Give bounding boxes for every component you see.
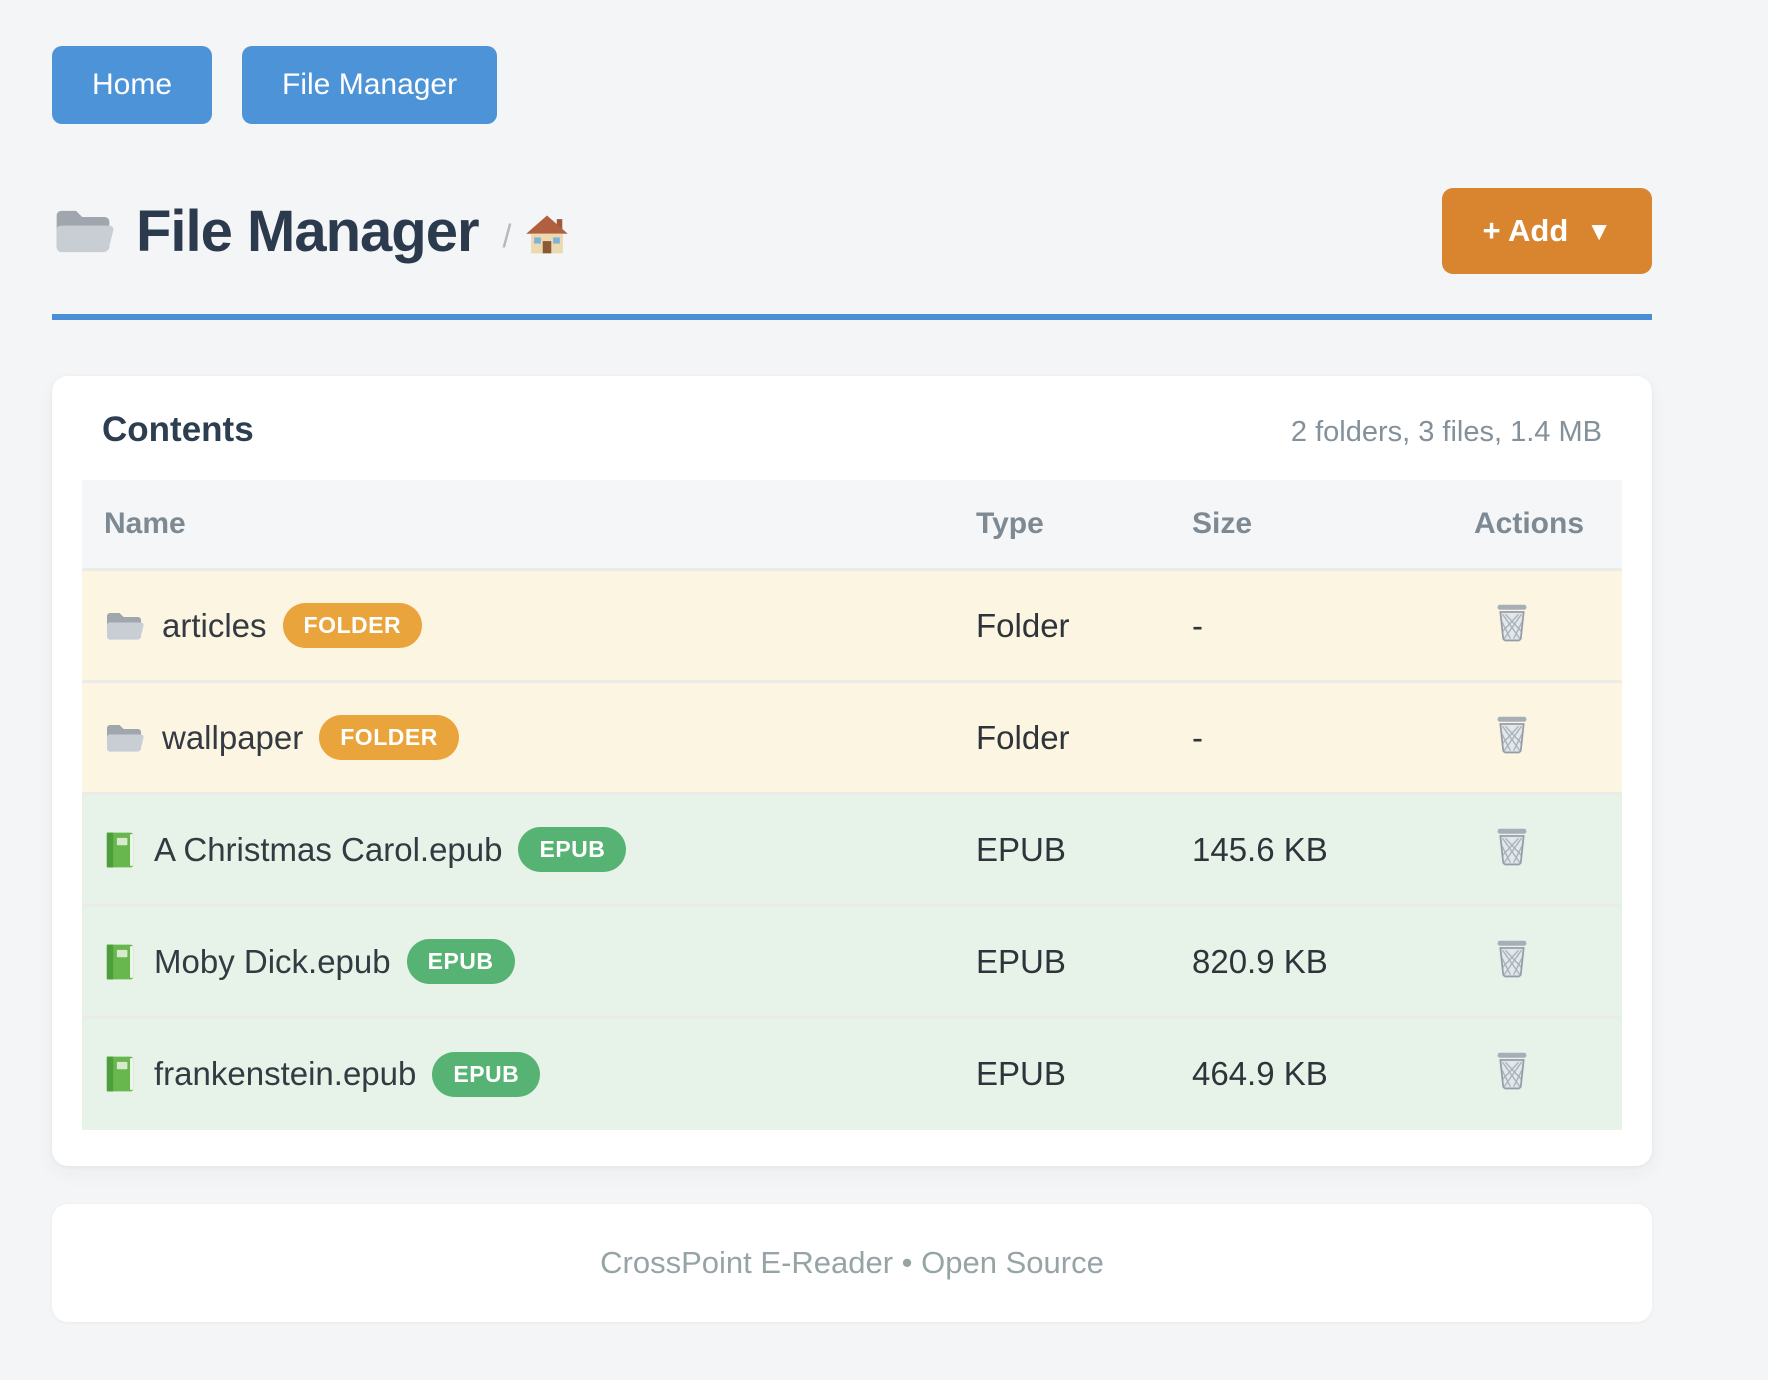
name-cell[interactable]: frankenstein.epub EPUB: [82, 1018, 954, 1130]
green-book-icon: [104, 831, 136, 869]
chevron-down-icon: ▼: [1586, 215, 1612, 246]
trash-icon[interactable]: [1494, 938, 1530, 978]
table-row: A Christmas Carol.epub EPUB EPUB 145.6 K…: [82, 793, 1622, 906]
type-cell: EPUB: [976, 830, 1066, 868]
table-row: articles FOLDER Folder -: [82, 569, 1622, 682]
breadcrumb-separator: /: [502, 217, 512, 254]
folder-badge: FOLDER: [319, 715, 459, 760]
type-cell: EPUB: [976, 1055, 1066, 1093]
nav-home-button[interactable]: Home: [52, 46, 213, 124]
table-row: Moby Dick.epub EPUB EPUB 820.9 KB: [82, 905, 1622, 1018]
column-header-name: Name: [104, 507, 186, 540]
actions-cell: [1452, 906, 1622, 1018]
name-cell[interactable]: Moby Dick.epub EPUB: [82, 906, 954, 1018]
actions-cell: [1452, 1018, 1622, 1130]
epub-badge: EPUB: [432, 1051, 541, 1097]
file-name: frankenstein.epub: [154, 1055, 417, 1093]
epub-badge: EPUB: [406, 939, 515, 984]
table-header-row: Name Type Size Actions: [82, 480, 1622, 570]
green-book-icon: [104, 1055, 136, 1093]
folder-badge: FOLDER: [282, 603, 423, 648]
folder-icon: [104, 721, 144, 755]
column-header-actions: Actions: [1474, 507, 1585, 540]
title-wrap: File Manager /: [52, 198, 569, 265]
name-cell[interactable]: A Christmas Carol.epub EPUB: [82, 794, 954, 906]
size-cell: 464.9 KB: [1192, 1055, 1328, 1093]
name-cell[interactable]: articles FOLDER: [82, 570, 954, 682]
name-cell[interactable]: wallpaper FOLDER: [82, 682, 954, 794]
folder-icon: [104, 609, 144, 643]
column-header-size: Size: [1192, 507, 1253, 540]
type-cell: Folder: [976, 718, 1070, 756]
file-name: articles: [162, 606, 267, 644]
type-cell: Folder: [976, 606, 1070, 644]
trash-icon[interactable]: [1494, 826, 1530, 866]
actions-cell: [1452, 794, 1622, 906]
file-name: A Christmas Carol.epub: [154, 830, 503, 868]
file-name: wallpaper: [162, 718, 304, 756]
add-button-label: + Add: [1482, 213, 1569, 248]
epub-badge: EPUB: [518, 827, 627, 872]
folder-icon: [52, 206, 114, 256]
file-table: Name Type Size Actions articles FOLDER: [82, 480, 1622, 1130]
type-cell: EPUB: [976, 942, 1066, 980]
file-name: Moby Dick.epub: [154, 942, 391, 980]
header-rule: [52, 314, 1652, 320]
nav-file-manager-button[interactable]: File Manager: [242, 46, 498, 124]
page-header: File Manager / + Add ▼: [52, 188, 1652, 274]
page-title: File Manager: [136, 198, 480, 264]
table-row: frankenstein.epub EPUB EPUB 464.9 KB: [82, 1017, 1622, 1130]
size-cell: 145.6 KB: [1192, 830, 1328, 868]
contents-card: Contents 2 folders, 3 files, 1.4 MB Name…: [52, 376, 1652, 1166]
table-row: wallpaper FOLDER Folder -: [82, 681, 1622, 794]
trash-icon[interactable]: [1494, 1050, 1530, 1090]
green-book-icon: [104, 943, 136, 981]
trash-icon[interactable]: [1494, 714, 1530, 754]
contents-card-header: Contents 2 folders, 3 files, 1.4 MB: [82, 410, 1622, 450]
top-nav: Home File Manager: [52, 46, 1652, 124]
footer: CrossPoint E-Reader • Open Source: [52, 1203, 1652, 1322]
column-header-type: Type: [976, 507, 1044, 540]
add-button[interactable]: + Add ▼: [1442, 188, 1652, 274]
size-cell: 820.9 KB: [1192, 942, 1328, 980]
size-cell: -: [1192, 718, 1203, 756]
contents-summary: 2 folders, 3 files, 1.4 MB: [1290, 416, 1602, 448]
actions-cell: [1452, 682, 1622, 794]
footer-text: CrossPoint E-Reader • Open Source: [600, 1244, 1104, 1280]
page: Home File Manager File Manager / + Add ▼…: [52, 46, 1652, 1322]
trash-icon[interactable]: [1494, 602, 1530, 642]
contents-title: Contents: [102, 410, 254, 449]
actions-cell: [1452, 570, 1622, 682]
home-icon[interactable]: [525, 214, 569, 256]
size-cell: -: [1192, 606, 1203, 644]
